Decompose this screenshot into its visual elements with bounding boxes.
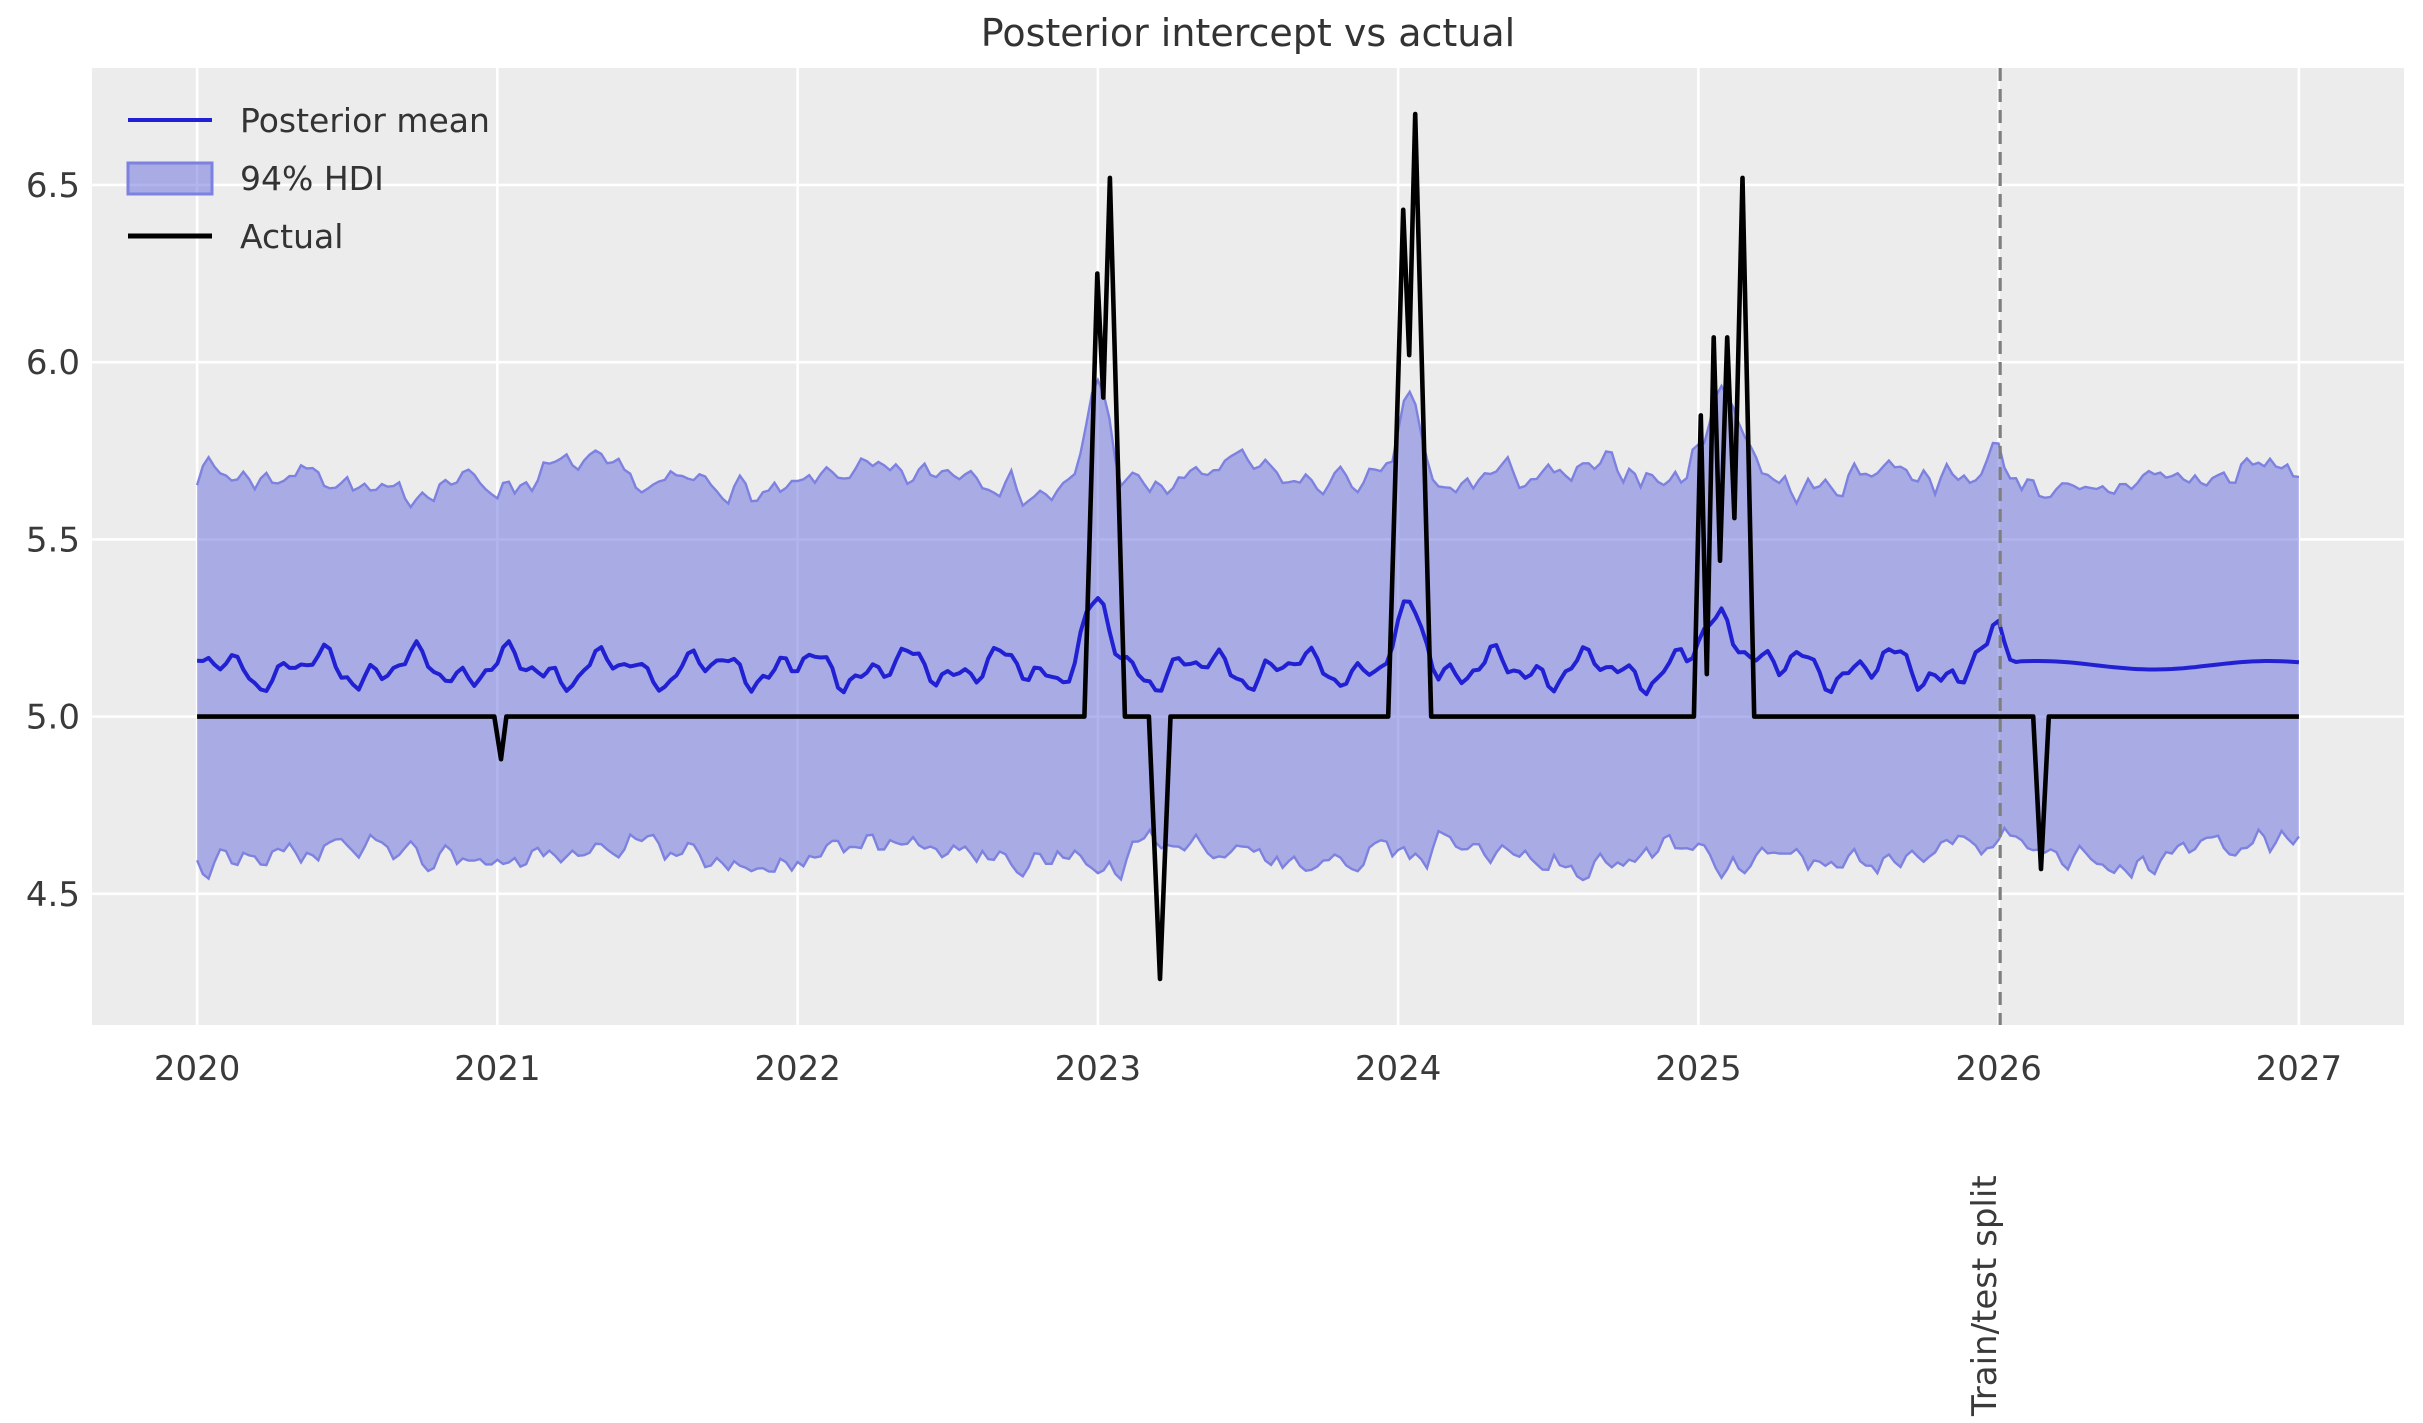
x-tick-label: 2022	[754, 1049, 841, 1089]
posterior-mean-line	[197, 596, 2300, 697]
x-tick-label: 2021	[454, 1049, 541, 1089]
x-tick-label: 2024	[1355, 1049, 1442, 1089]
legend-label-hdi: 94% HDI	[240, 159, 384, 198]
x-tick-label: 2020	[154, 1049, 241, 1089]
actual-line	[197, 111, 2299, 982]
legend-patch-hdi-icon	[126, 161, 214, 196]
y-axis-tick-labels: 4.5 5.0 5.5 6.0 6.5	[26, 166, 80, 915]
y-tick-label: 4.5	[26, 875, 80, 915]
x-tick-label: 2026	[1955, 1049, 2042, 1089]
x-tick-label: 2023	[1055, 1049, 1142, 1089]
y-tick-label: 5.5	[26, 520, 80, 560]
x-axis-tick-labels: 2020 2021 2022 2023 2024 2025 2026 2027	[154, 1049, 2342, 1089]
hdi-band	[195, 376, 2300, 882]
y-tick-label: 6.0	[26, 343, 80, 383]
legend: Posterior mean 94% HDI Actual	[126, 101, 490, 256]
y-tick-label: 6.5	[26, 166, 80, 206]
posterior-mean-path	[197, 596, 2300, 697]
x-tick-label: 2025	[1655, 1049, 1742, 1089]
legend-label-actual: Actual	[240, 217, 343, 256]
hdi-band-fill	[197, 380, 2299, 880]
actual-path	[197, 111, 2299, 982]
x-tick-label: 2027	[2256, 1049, 2343, 1089]
hdi-band-lower-edge	[195, 825, 2300, 882]
y-tick-label: 5.0	[26, 698, 80, 738]
legend-label-posterior-mean: Posterior mean	[240, 101, 490, 140]
chart-title: Posterior intercept vs actual	[981, 11, 1515, 55]
train-test-split-label: Train/test split	[1965, 1175, 2005, 1417]
hdi-band-upper-edge	[195, 376, 2300, 510]
